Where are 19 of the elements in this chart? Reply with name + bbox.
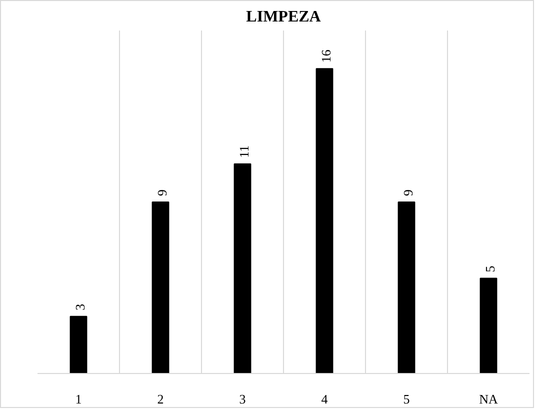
chart-title: LIMPEZA	[246, 8, 322, 26]
x-tick-label: 5	[403, 392, 410, 406]
bar	[234, 163, 252, 374]
bar	[480, 278, 498, 374]
x-tick-label: 4	[321, 392, 328, 406]
x-tick-label: NA	[479, 392, 498, 406]
data-label: 11	[236, 145, 252, 158]
data-label: 16	[318, 49, 334, 63]
data-label: 5	[482, 266, 498, 272]
bar	[152, 202, 170, 374]
data-label: 3	[72, 304, 88, 310]
data-label: 9	[154, 190, 170, 196]
bar	[316, 68, 334, 374]
x-tick-label: 1	[75, 392, 82, 406]
bar	[398, 202, 416, 374]
x-tick-label: 3	[239, 392, 246, 406]
x-tick-label: 2	[157, 392, 164, 406]
bar	[70, 316, 88, 374]
data-label: 9	[400, 190, 416, 196]
